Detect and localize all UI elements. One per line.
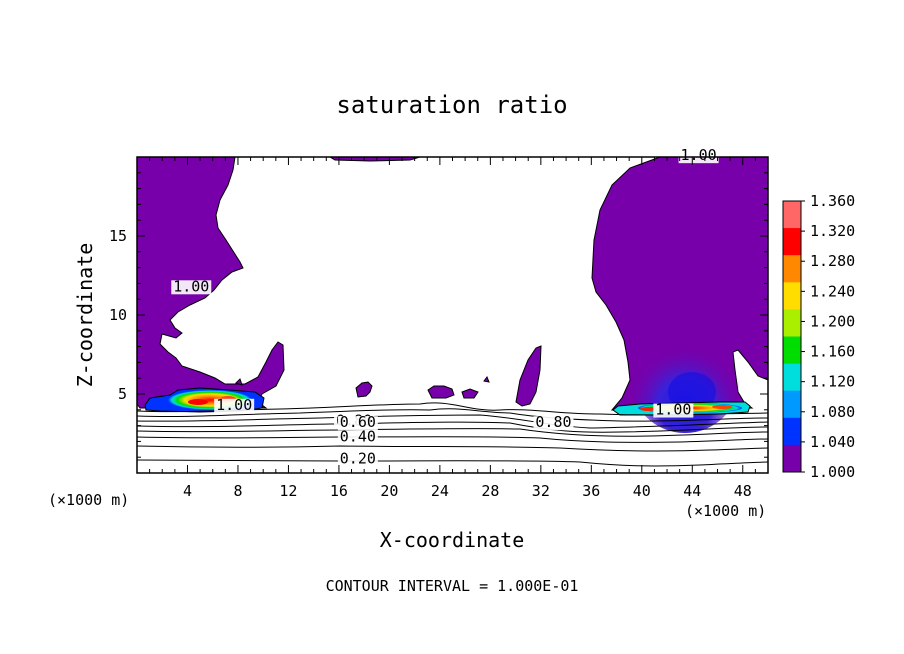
colorbar-tick-label: 1.320 (810, 222, 855, 240)
contour-label-bg (653, 403, 694, 418)
contour-interval-note: CONTOUR INTERVAL = 1.000E-01 (326, 577, 579, 595)
colorbar: 1.360 1.320 1.280 1.240 1.200 1.160 1.120 1.080… (782, 192, 855, 481)
x-tick-label: 20 (380, 482, 398, 500)
y-axis: 5 10 15 (109, 172, 768, 458)
colorbar-segment (783, 417, 801, 446)
chart-title: saturation ratio (336, 91, 567, 119)
contour-line (137, 445, 768, 452)
y-tick-label: 10 (109, 306, 127, 324)
saturated-cell (483, 375, 490, 383)
colorbar-tick-label: 1.360 (810, 192, 855, 210)
contour-label-bg (214, 398, 255, 413)
supersaturation-hotspot (640, 407, 656, 411)
contour-line (137, 408, 768, 422)
contour-label: 0.40 (340, 427, 376, 445)
colorbar-segment (783, 255, 801, 283)
colorbar-segment (783, 309, 801, 337)
contour-label: 1.00 (173, 277, 209, 295)
x-tick-label: 8 (233, 482, 242, 500)
contour-label-bg (337, 452, 378, 467)
colorbar-tick-label: 1.120 (810, 373, 855, 391)
saturated-cell (515, 345, 542, 407)
colorbar-tick-label: 1.160 (810, 343, 855, 361)
contour-label: 0.60 (340, 413, 376, 431)
x-tick-label: 24 (431, 482, 449, 500)
saturated-cell (427, 385, 455, 399)
x-tick-label: 36 (582, 482, 600, 500)
x-tick-label: 16 (330, 482, 348, 500)
x-tick-label: 32 (532, 482, 550, 500)
contour-labels: 1.001.001.001.000.800.800.600.400.20 (171, 146, 719, 468)
supersaturation-hotspot (712, 405, 732, 409)
x-tick-label: 12 (279, 482, 297, 500)
contour-label: 0.20 (340, 450, 376, 468)
colorbar-tick-label: 1.040 (810, 433, 855, 451)
saturated-strip-top (329, 157, 421, 162)
contour-label-bg (533, 416, 574, 431)
x-tick-label: 48 (734, 482, 752, 500)
contour-label-bg (337, 416, 378, 431)
colorbar-tick-label: 1.000 (810, 463, 855, 481)
colorbar-segment (783, 390, 801, 419)
supersaturation-hotspot (188, 399, 208, 405)
colorbar-tick-label: 1.200 (810, 312, 855, 330)
x-tick-label: 44 (683, 482, 701, 500)
colorbar-segment (783, 444, 801, 473)
contour-line (137, 459, 768, 467)
contour-line (137, 414, 768, 429)
contour-line (137, 436, 768, 443)
colorbar-segment (783, 228, 801, 256)
colorbar-tick-label: 1.240 (810, 282, 855, 300)
colorbar-segment (783, 363, 801, 392)
x-tick-label: 4 (183, 482, 192, 500)
y-axis-label: Z-coordinate (73, 243, 97, 388)
colorbar-segment (783, 336, 801, 365)
contour-line (137, 402, 768, 416)
saturated-cell (235, 378, 243, 386)
saturated-cell (355, 381, 373, 398)
contour-label: 1.00 (216, 396, 252, 414)
y-tick-label: 5 (118, 385, 127, 403)
plot-area (137, 157, 768, 467)
contour-lines (137, 402, 768, 467)
colorbar-tick-label: 1.080 (810, 403, 855, 421)
colorbar-segment (783, 201, 801, 229)
contour-label-bg (337, 430, 378, 445)
x-axis: 4 8 12 16 20 24 28 32 36 40 44 48 (149, 157, 756, 500)
colorbar-tick-label: 1.280 (810, 252, 855, 270)
contour-line (137, 421, 768, 433)
colorbar-frame (782, 200, 802, 473)
saturated-cell (461, 388, 479, 399)
x-unit-label-right: (×1000 m) (685, 502, 766, 520)
x-axis-label: X-coordinate (380, 528, 525, 552)
x-tick-label: 28 (481, 482, 499, 500)
contour-label: 1.00 (655, 401, 691, 419)
colorbar-segment (783, 282, 801, 310)
contour-line (137, 428, 768, 437)
x-tick-label: 40 (633, 482, 651, 500)
contour-label-bg (171, 280, 212, 295)
contour-label: 1.00 (681, 146, 717, 164)
x-unit-label-left: (×1000 m) (48, 491, 129, 509)
y-tick-label: 15 (109, 227, 127, 245)
contour-label-bg (678, 149, 719, 164)
contour-label: 0.80 (535, 413, 571, 431)
